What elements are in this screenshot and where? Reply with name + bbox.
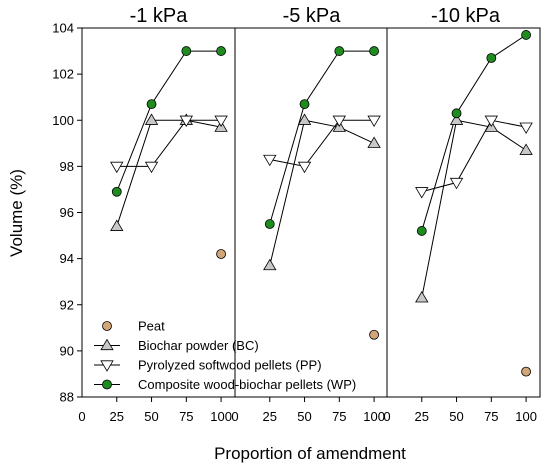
data-point (415, 187, 429, 199)
x-tick-label: 0 (383, 409, 390, 424)
data-point (449, 113, 464, 125)
data-point (519, 122, 533, 134)
series-line (269, 50, 375, 225)
y-tick-label: 96 (60, 205, 74, 220)
data-point (110, 161, 124, 174)
data-point (264, 219, 275, 229)
y-axis-label: Volume (%) (7, 169, 26, 257)
data-point (263, 258, 277, 271)
data-point (484, 115, 499, 128)
x-tick-label: 25 (415, 409, 429, 424)
y-tick-label: 100 (52, 113, 74, 128)
axes-layer: 88 90 92 94 96 98 100 102 104 (52, 21, 541, 405)
x-tick-label: 75 (179, 409, 193, 424)
series-line (116, 119, 222, 167)
series-line (421, 119, 527, 298)
x-tick-label: 50 (449, 409, 463, 424)
panel-title: -5 kPa (283, 5, 342, 27)
y-tick-label: 94 (60, 251, 74, 266)
legend-label: Pyrolyzed softwood pellets (PP) (138, 358, 322, 373)
y-tick-label: 104 (52, 21, 74, 36)
data-point (486, 53, 497, 63)
legend-label: Composite wood-biochar pellets (WP) (138, 377, 356, 392)
y-tick-label: 98 (60, 159, 74, 174)
data-point (110, 219, 124, 231)
data-point (334, 46, 345, 56)
series-line (421, 34, 527, 232)
panel-title: -1 kPa (130, 5, 189, 27)
panels-layer: -1 kPa 0 25 50 75 100 -5 kPa 0 25 50 75 100 -10 kPa 0… (78, 5, 537, 424)
y-tick-label: 88 (60, 390, 74, 405)
data-point (297, 161, 312, 174)
x-tick-label: 25 (110, 409, 124, 424)
y-tick-label: 90 (60, 343, 74, 358)
x-tick-label: 100 (363, 409, 385, 424)
data-point (367, 115, 381, 128)
x-tick-label: 75 (332, 409, 346, 424)
legend-label: Biochar powder (BC) (138, 338, 259, 353)
data-point (332, 115, 347, 128)
x-tick-label: 75 (484, 409, 498, 424)
x-tick-label: 0 (231, 409, 238, 424)
data-point (144, 113, 159, 125)
data-point (216, 46, 226, 56)
panel-3: -10 kPa 0 25 50 75 100 (383, 5, 537, 424)
x-tick-label: 25 (263, 409, 277, 424)
legend-label: Peat (138, 319, 165, 334)
y-tick-label: 102 (52, 67, 74, 82)
panel-1: -1 kPa 0 25 50 75 100 (78, 5, 232, 424)
panel-title: -10 kPa (431, 5, 501, 27)
data-point (369, 46, 379, 56)
series-line (116, 119, 222, 227)
legend: Peat Biochar powder (BC) Pyrolyzed softwoo… (94, 319, 356, 392)
data-point (449, 177, 464, 190)
legend-marker (102, 321, 112, 331)
data-point (214, 115, 228, 128)
x-axis-label: Proportion of amendment (214, 444, 406, 463)
x-tick-label: 50 (297, 409, 311, 424)
legend-marker (100, 338, 114, 351)
data-point (263, 154, 277, 167)
legend-marker (100, 360, 114, 372)
data-point (216, 249, 226, 259)
data-point (451, 108, 462, 119)
data-point (144, 161, 159, 174)
x-tick-label: 0 (78, 409, 85, 424)
legend-marker (102, 379, 112, 390)
series-line (116, 50, 222, 192)
series-line (269, 119, 375, 167)
data-point (146, 99, 157, 110)
series-line (269, 119, 375, 266)
data-point (369, 329, 379, 340)
data-point (521, 366, 531, 377)
data-point (367, 136, 381, 148)
data-point (521, 30, 531, 40)
data-point (416, 226, 427, 236)
data-point (181, 46, 192, 56)
panel-2: -5 kPa 0 25 50 75 100 (231, 5, 385, 424)
data-point (415, 291, 429, 303)
data-point (179, 115, 194, 128)
x-tick-label: 100 (515, 409, 537, 424)
x-tick-label: 100 (210, 409, 232, 424)
x-tick-label: 50 (144, 409, 158, 424)
data-point (297, 113, 312, 125)
data-point (299, 99, 310, 110)
series-line (421, 119, 527, 193)
y-tick-label: 92 (60, 297, 74, 312)
data-point (111, 186, 122, 197)
data-point (519, 143, 533, 155)
